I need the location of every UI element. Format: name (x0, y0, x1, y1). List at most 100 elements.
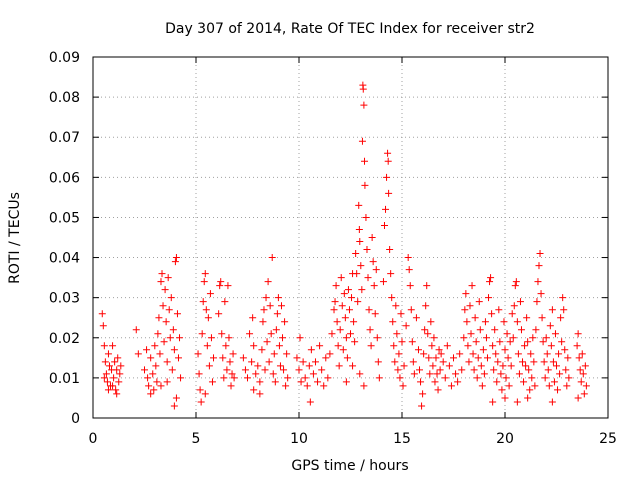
data-point (532, 326, 540, 334)
data-point (543, 350, 551, 358)
data-point (481, 318, 489, 326)
data-point (489, 398, 497, 406)
data-point (469, 350, 477, 358)
data-point (498, 386, 506, 394)
data-point (513, 318, 521, 326)
data-point (412, 314, 420, 322)
data-point (250, 342, 258, 350)
data-point (419, 390, 427, 398)
data-point (429, 362, 437, 370)
x-tick-label: 20 (496, 431, 514, 447)
data-point (155, 314, 163, 322)
data-point (527, 350, 535, 358)
data-point (387, 270, 395, 278)
data-point (558, 338, 566, 346)
data-point (337, 274, 345, 282)
data-point (322, 354, 330, 362)
data-point (579, 370, 587, 378)
y-tick-label: 0.01 (49, 371, 80, 387)
y-tick-label: 0.05 (49, 210, 80, 226)
data-point (546, 322, 554, 330)
data-point (343, 354, 351, 362)
data-point (168, 366, 176, 374)
data-point (575, 354, 583, 362)
data-point (520, 378, 528, 386)
data-point (172, 394, 180, 402)
data-point (529, 334, 537, 342)
data-point (428, 342, 436, 350)
data-point (250, 386, 258, 394)
data-point (427, 318, 435, 326)
data-point (574, 394, 582, 402)
data-point (105, 362, 113, 370)
data-point (109, 342, 117, 350)
data-point (99, 322, 107, 330)
data-point (314, 378, 322, 386)
data-point (307, 346, 315, 354)
data-point (470, 366, 478, 374)
data-point (166, 334, 174, 342)
data-point (207, 334, 215, 342)
data-point (303, 382, 311, 390)
data-point (200, 278, 208, 286)
data-point (219, 354, 227, 362)
data-point (172, 254, 180, 262)
data-point (530, 358, 538, 366)
y-tick-label: 0.07 (49, 130, 80, 146)
data-point (491, 326, 499, 334)
data-point (157, 382, 165, 390)
data-point (197, 398, 205, 406)
data-point (331, 298, 339, 306)
data-point (271, 378, 279, 386)
data-point (576, 366, 584, 374)
data-point (110, 374, 118, 382)
data-point (501, 346, 509, 354)
data-point (342, 334, 350, 342)
data-point (471, 314, 479, 322)
data-point (352, 250, 360, 258)
data-point (417, 378, 425, 386)
data-point (424, 330, 432, 338)
data-point (276, 362, 284, 370)
data-point (406, 282, 414, 290)
data-points (98, 81, 590, 410)
data-point (409, 358, 417, 366)
data-point (318, 366, 326, 374)
data-point (341, 314, 349, 322)
data-point (347, 330, 354, 338)
data-point (560, 306, 568, 314)
data-point (496, 338, 504, 346)
data-point (392, 302, 400, 310)
data-point (226, 358, 234, 366)
data-point (199, 298, 207, 306)
x-tick-labels: 0 5 10 15 20 25 (89, 431, 617, 447)
data-point (170, 346, 178, 354)
data-point (511, 282, 519, 290)
data-point (383, 173, 391, 181)
data-point (475, 298, 483, 306)
data-point (171, 258, 179, 266)
data-point (143, 346, 151, 354)
data-point (493, 378, 501, 386)
data-point (158, 270, 166, 278)
data-point (174, 354, 182, 362)
data-point (373, 334, 381, 342)
data-point (205, 362, 213, 370)
data-point (349, 362, 357, 370)
data-point (112, 386, 120, 394)
data-point (549, 358, 557, 366)
data-point (524, 394, 532, 402)
data-point (208, 378, 216, 386)
data-point (399, 382, 407, 390)
data-point (564, 354, 572, 362)
data-point (280, 366, 288, 374)
data-point (177, 374, 185, 382)
data-point (526, 386, 534, 394)
y-tick-label: 0.08 (49, 90, 80, 106)
data-point (357, 262, 365, 270)
data-point (316, 342, 324, 350)
data-point (147, 390, 155, 398)
data-point (254, 362, 262, 370)
data-point (249, 314, 257, 322)
data-point (477, 362, 485, 370)
